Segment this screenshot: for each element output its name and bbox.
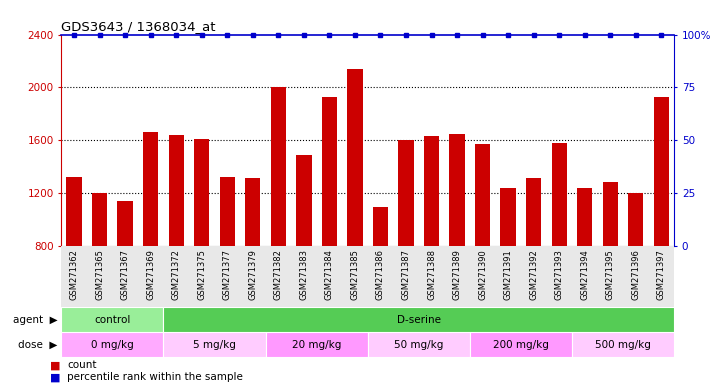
Text: count: count (67, 360, 97, 370)
Text: GSM271395: GSM271395 (606, 249, 615, 300)
Bar (577, 188, 593, 246)
Bar (424, 136, 439, 246)
Text: GSM271390: GSM271390 (478, 249, 487, 300)
Text: agent  ▶: agent ▶ (13, 314, 58, 325)
Bar (61, 332, 164, 357)
Text: 0 mg/kg: 0 mg/kg (91, 339, 133, 350)
Bar (61, 307, 164, 332)
Bar (194, 139, 209, 246)
Text: GSM271386: GSM271386 (376, 249, 385, 300)
Bar (603, 182, 618, 246)
Text: GSM271389: GSM271389 (453, 249, 461, 300)
Text: GSM271393: GSM271393 (554, 249, 564, 300)
Bar (66, 177, 81, 246)
Text: GSM271379: GSM271379 (248, 249, 257, 300)
Text: 5 mg/kg: 5 mg/kg (193, 339, 236, 350)
Text: 50 mg/kg: 50 mg/kg (394, 339, 443, 350)
Bar (572, 332, 674, 357)
Bar (449, 134, 465, 246)
Text: GSM271377: GSM271377 (223, 249, 231, 300)
Bar (475, 144, 490, 246)
Text: GSM271383: GSM271383 (299, 249, 309, 300)
Text: GSM271382: GSM271382 (274, 249, 283, 300)
Text: ■: ■ (50, 360, 61, 370)
Bar (654, 97, 669, 246)
Text: GSM271387: GSM271387 (402, 249, 410, 300)
Text: GSM271372: GSM271372 (172, 249, 181, 300)
Bar (164, 332, 265, 357)
Text: GSM271397: GSM271397 (657, 249, 666, 300)
Bar (373, 207, 388, 246)
Bar (398, 140, 414, 246)
Bar (348, 69, 363, 246)
Text: D-serine: D-serine (397, 314, 441, 325)
Text: GSM271369: GSM271369 (146, 249, 155, 300)
Text: GSM271392: GSM271392 (529, 249, 538, 300)
Bar (92, 193, 107, 246)
Bar (628, 193, 644, 246)
Text: 20 mg/kg: 20 mg/kg (292, 339, 341, 350)
Bar (552, 143, 567, 246)
Bar (270, 88, 286, 246)
Text: ■: ■ (50, 372, 61, 382)
Text: GSM271394: GSM271394 (580, 249, 589, 300)
Text: percentile rank within the sample: percentile rank within the sample (67, 372, 243, 382)
Bar (143, 132, 159, 246)
Text: 200 mg/kg: 200 mg/kg (493, 339, 549, 350)
Bar (245, 179, 260, 246)
Bar (118, 201, 133, 246)
Text: control: control (94, 314, 131, 325)
Text: GSM271396: GSM271396 (632, 249, 640, 300)
Text: GSM271365: GSM271365 (95, 249, 104, 300)
Text: GDS3643 / 1368034_at: GDS3643 / 1368034_at (61, 20, 216, 33)
Text: GSM271367: GSM271367 (120, 249, 130, 300)
Text: GSM271362: GSM271362 (69, 249, 79, 300)
Text: GSM271385: GSM271385 (350, 249, 360, 300)
Bar (526, 179, 541, 246)
Text: GSM271375: GSM271375 (198, 249, 206, 300)
Bar (169, 135, 184, 246)
Text: GSM271391: GSM271391 (504, 249, 513, 300)
Bar (296, 155, 311, 246)
Bar (322, 97, 337, 246)
Bar (470, 332, 572, 357)
Bar (220, 177, 235, 246)
Text: dose  ▶: dose ▶ (18, 339, 58, 350)
Text: 500 mg/kg: 500 mg/kg (595, 339, 651, 350)
Text: GSM271388: GSM271388 (427, 249, 436, 300)
Bar (265, 332, 368, 357)
Bar (368, 332, 470, 357)
Text: GSM271384: GSM271384 (325, 249, 334, 300)
Bar (164, 307, 674, 332)
Bar (500, 188, 516, 246)
